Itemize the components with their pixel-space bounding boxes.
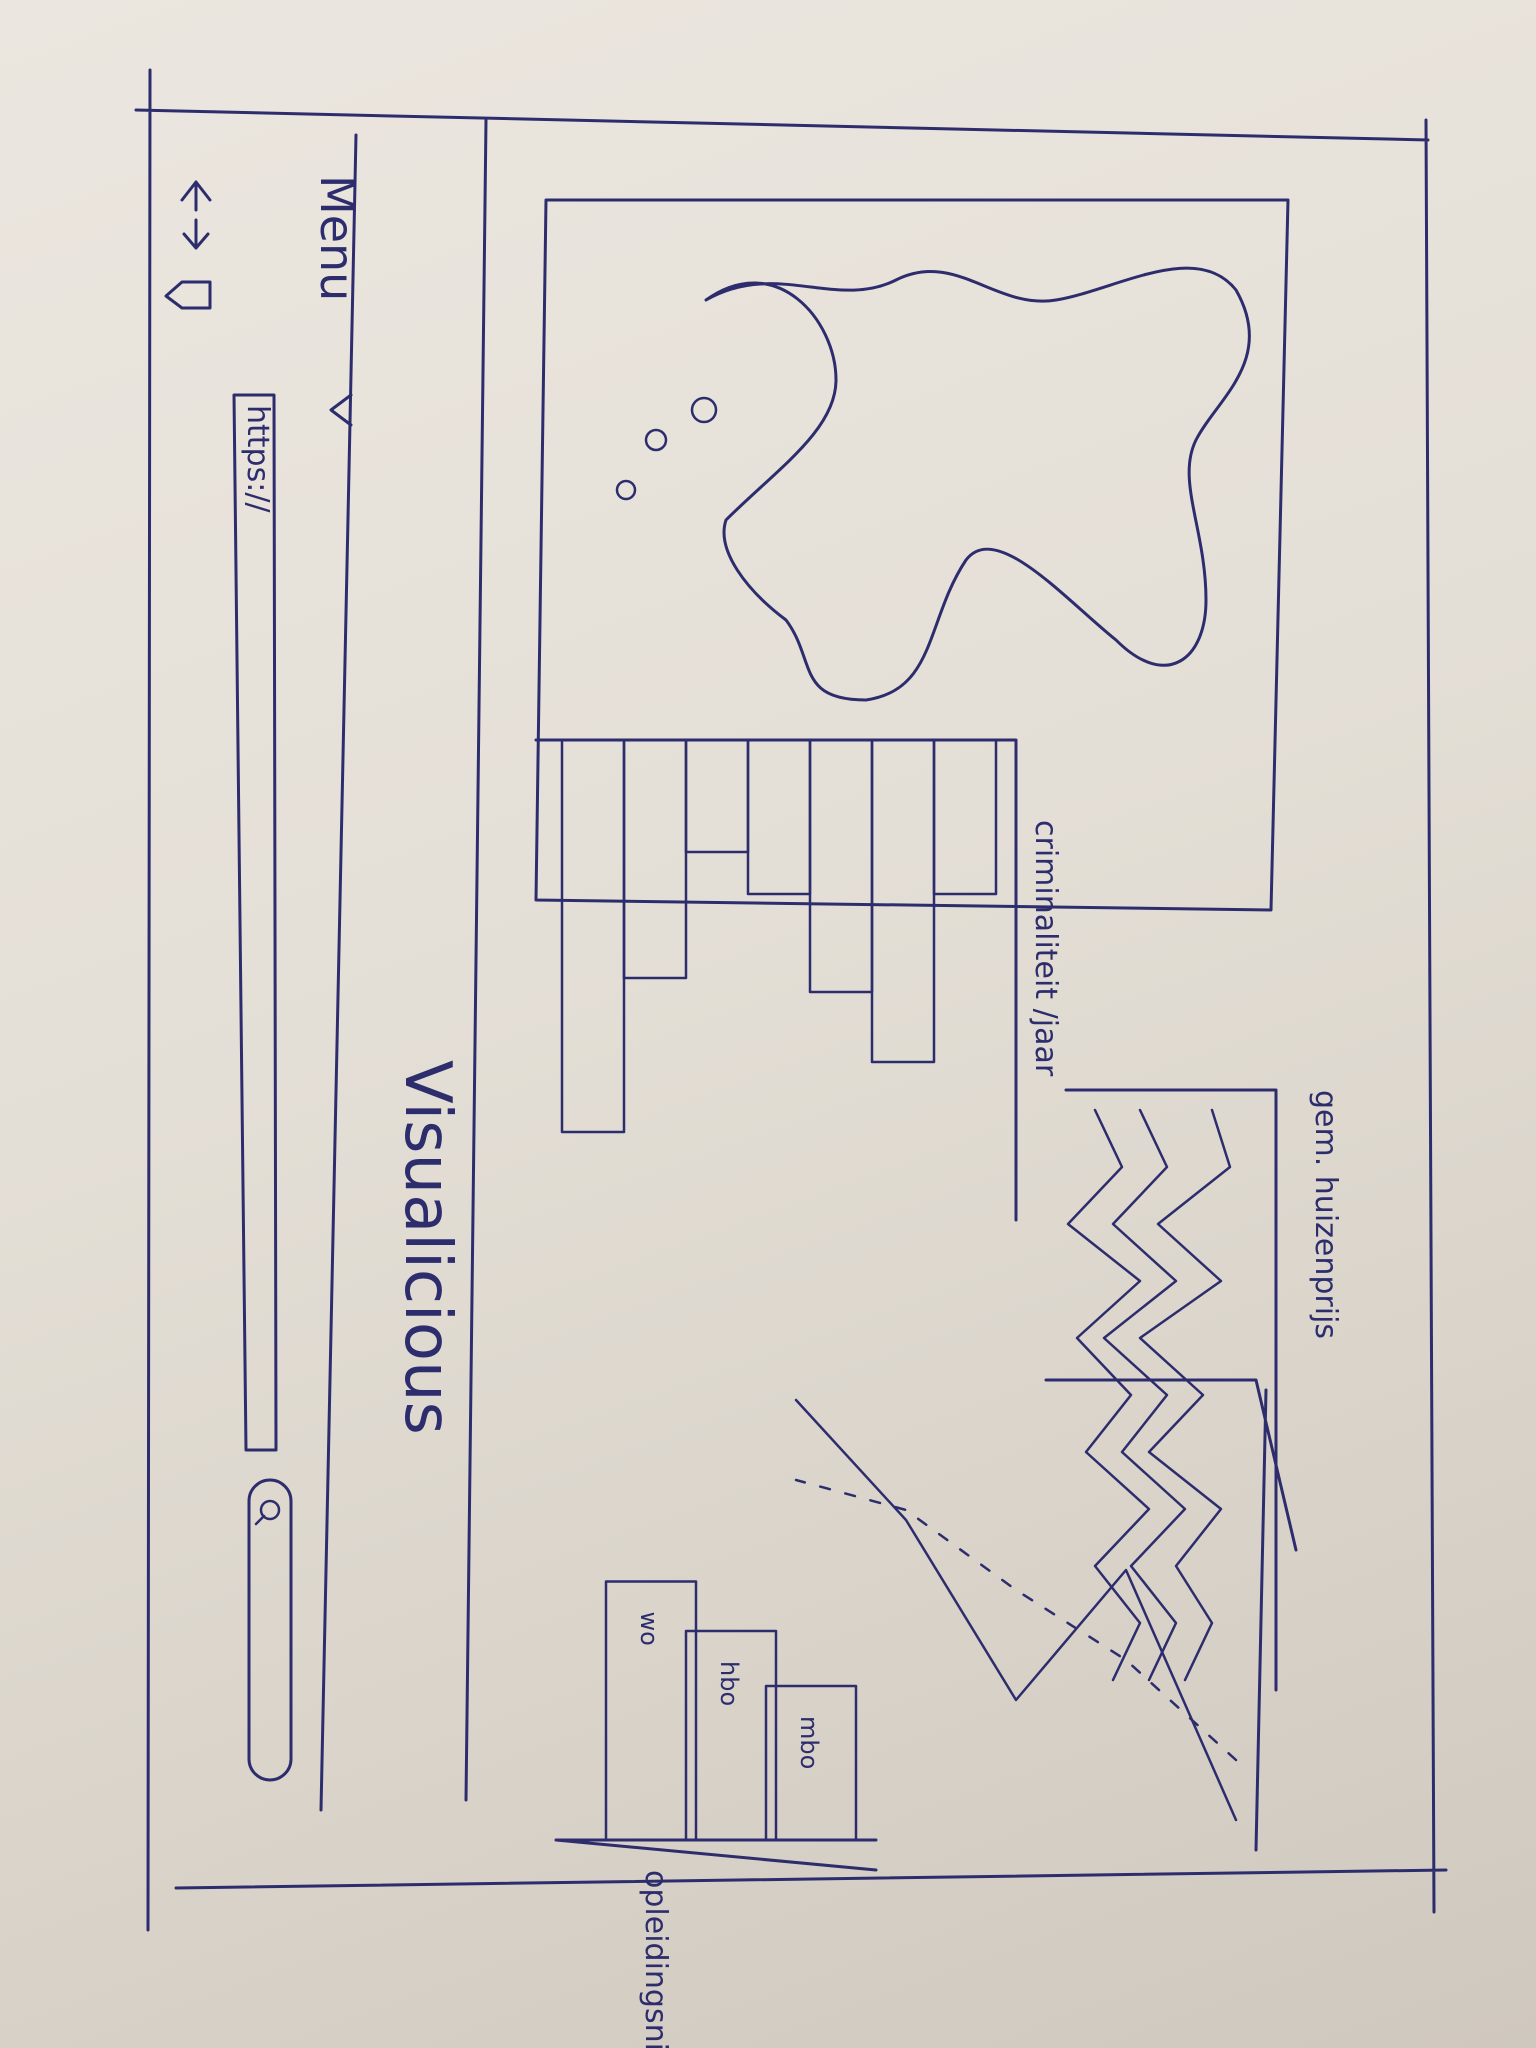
opleidingsniveau-bar: [604, 1580, 698, 1842]
map-marker: [690, 396, 718, 424]
opleidingsniveau-axes: [554, 1838, 878, 1872]
opleidingsniveau-value-label: wo: [635, 1612, 663, 1646]
url-text: https://: [240, 405, 275, 513]
criminaliteit-axes: [534, 738, 1018, 1222]
opleidingsniveau-value-label: mbo: [795, 1716, 823, 1769]
search-icon-handle: [254, 1514, 266, 1526]
huizenprijs-chart: gem. huizenprijs: [1064, 1088, 1343, 1692]
search-button[interactable]: [247, 1478, 293, 1782]
combo-series-line: [794, 1398, 1238, 1822]
criminaliteit-chart: criminaliteit /jaar: [534, 738, 1063, 1222]
page-title: Visualicious: [390, 1060, 464, 1435]
criminaliteit-label: criminaliteit /jaar: [1028, 820, 1063, 1077]
criminaliteit-bar: [932, 738, 998, 896]
criminaliteit-bar: [808, 738, 874, 994]
huizenprijs-series-line: [1138, 1108, 1232, 1682]
opleidingsniveau-value-label: hbo: [715, 1661, 743, 1706]
address-bar[interactable]: https://: [232, 393, 278, 1452]
toolbar-divider: [319, 133, 358, 1812]
map-marker: [615, 479, 637, 501]
criminaliteit-bar: [622, 738, 688, 980]
opleidingsniveau-chart: mbo hbo wo opleidingsniveau: [554, 1580, 878, 2048]
address-bar-outline: [232, 393, 278, 1452]
search-pill: [247, 1478, 293, 1782]
huizenprijs-series-line: [1066, 1108, 1151, 1682]
map-shape-icon: [704, 266, 1251, 702]
menu-dropdown[interactable]: Menu: [310, 175, 364, 427]
huizenprijs-lines: [1066, 1108, 1232, 1682]
arrow-left-icon: [180, 180, 212, 212]
back-button[interactable]: [180, 180, 212, 212]
arrow-right-icon: [182, 218, 210, 250]
criminaliteit-bar: [746, 738, 812, 896]
combo-line-chart: [794, 1378, 1298, 1852]
criminaliteit-bar: [870, 738, 936, 1064]
criminaliteit-bars: [560, 738, 998, 1134]
map-marker: [644, 428, 668, 452]
map-frame: [534, 198, 1290, 912]
combo-axes: [1044, 1378, 1298, 1852]
combo-series-line: [794, 1478, 1238, 1762]
huizenprijs-axes: [1064, 1088, 1278, 1692]
criminaliteit-bar: [560, 738, 626, 1134]
menu-label: Menu: [310, 175, 364, 301]
map-panel[interactable]: [534, 198, 1290, 912]
huizenprijs-series-line: [1102, 1108, 1187, 1682]
window-frame: [134, 68, 1448, 1932]
home-icon: [164, 280, 212, 310]
criminaliteit-bar: [684, 738, 750, 854]
chevron-down-icon: [329, 393, 353, 427]
opleidingsniveau-label: opleidingsniveau: [638, 1870, 673, 2048]
opleidingsniveau-bar: [684, 1629, 778, 1842]
home-button[interactable]: [164, 280, 212, 310]
opleidingsniveau-bars: mbo hbo wo: [604, 1580, 858, 1842]
opleidingsniveau-bar: [764, 1684, 858, 1842]
search-icon: [259, 1499, 281, 1521]
browser-toolbar: https://: [164, 133, 358, 1812]
huizenprijs-label: gem. huizenprijs: [1308, 1090, 1343, 1339]
forward-button[interactable]: [182, 218, 210, 250]
header-divider: [464, 118, 488, 1802]
combo-lines: [794, 1398, 1238, 1822]
